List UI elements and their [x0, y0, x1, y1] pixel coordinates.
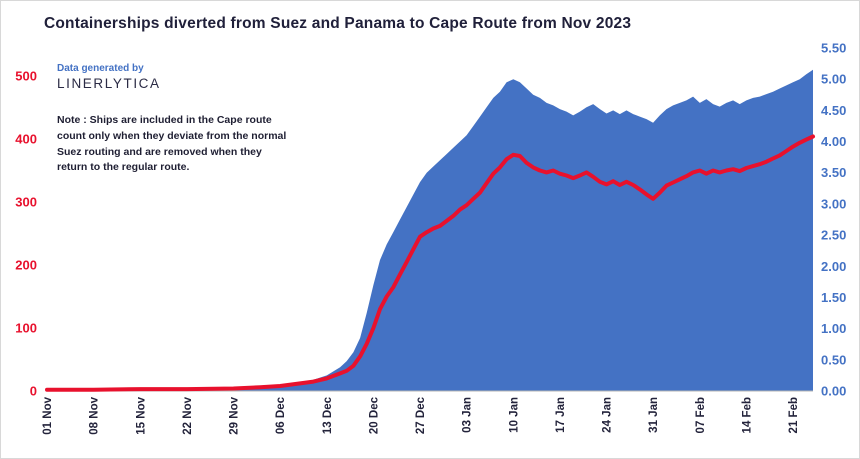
- y-right-tick-label: 1.50: [821, 290, 846, 305]
- y-right-tick-label: 0.50: [821, 352, 846, 367]
- note-text: Note : Ships are included in the Cape ro…: [57, 114, 287, 174]
- x-axis-tick-label: 24 Jan: [602, 397, 614, 433]
- x-axis-tick-label: 14 Feb: [741, 397, 753, 433]
- y-left-tick-label: 500: [15, 69, 37, 84]
- y-right-tick-label: 5.00: [821, 72, 846, 87]
- y-left-tick-label: 100: [15, 321, 37, 336]
- x-axis-tick-label: 15 Nov: [135, 396, 147, 434]
- x-axis-tick-label: 22 Nov: [182, 396, 194, 434]
- x-axis-tick-label: 21 Feb: [788, 397, 800, 433]
- y-right-tick-label: 2.50: [821, 228, 846, 243]
- y-left-tick-label: 400: [15, 132, 37, 147]
- x-axis-tick-label: 08 Nov: [89, 396, 101, 434]
- branding-prefix: Data generated by: [57, 63, 144, 74]
- branding-logo: LINERLYTICA: [57, 76, 161, 91]
- x-axis-tick-label: 07 Feb: [695, 397, 707, 433]
- x-axis-tick-label: 10 Jan: [508, 397, 520, 433]
- x-axis-tick-label: 03 Jan: [462, 397, 474, 433]
- x-axis-tick-label: 13 Dec: [322, 396, 334, 434]
- y-right-tick-label: 4.50: [821, 103, 846, 118]
- y-right-tick-label: 4.00: [821, 134, 846, 149]
- y-right-tick-label: 5.50: [821, 41, 846, 56]
- y-left-tick-label: 0: [30, 384, 37, 399]
- y-left-tick-label: 300: [15, 195, 37, 210]
- y-right-tick-label: 0.00: [821, 384, 846, 399]
- y-right-tick-label: 2.00: [821, 259, 846, 274]
- branding: Data generated by LINERLYTICA: [57, 63, 161, 91]
- x-axis-tick-label: 29 Nov: [229, 396, 241, 434]
- y-right-tick-label: 3.50: [821, 165, 846, 180]
- y-right-tick-label: 3.00: [821, 196, 846, 211]
- x-axis-tick-label: 27 Dec: [415, 396, 427, 434]
- ships-line-series: [45, 134, 815, 392]
- chart-title: Containerships diverted from Suez and Pa…: [44, 15, 632, 32]
- x-axis-tick-label: 31 Jan: [648, 397, 660, 433]
- x-axis-tick-label: 01 Nov: [42, 396, 54, 434]
- x-axis-tick-label: 17 Jan: [555, 397, 567, 433]
- x-axis-tick-label: 06 Dec: [275, 396, 287, 434]
- y-right-tick-label: 1.00: [821, 321, 846, 336]
- y-left-tick-label: 200: [15, 258, 37, 273]
- x-axis-tick-label: 20 Dec: [368, 396, 380, 434]
